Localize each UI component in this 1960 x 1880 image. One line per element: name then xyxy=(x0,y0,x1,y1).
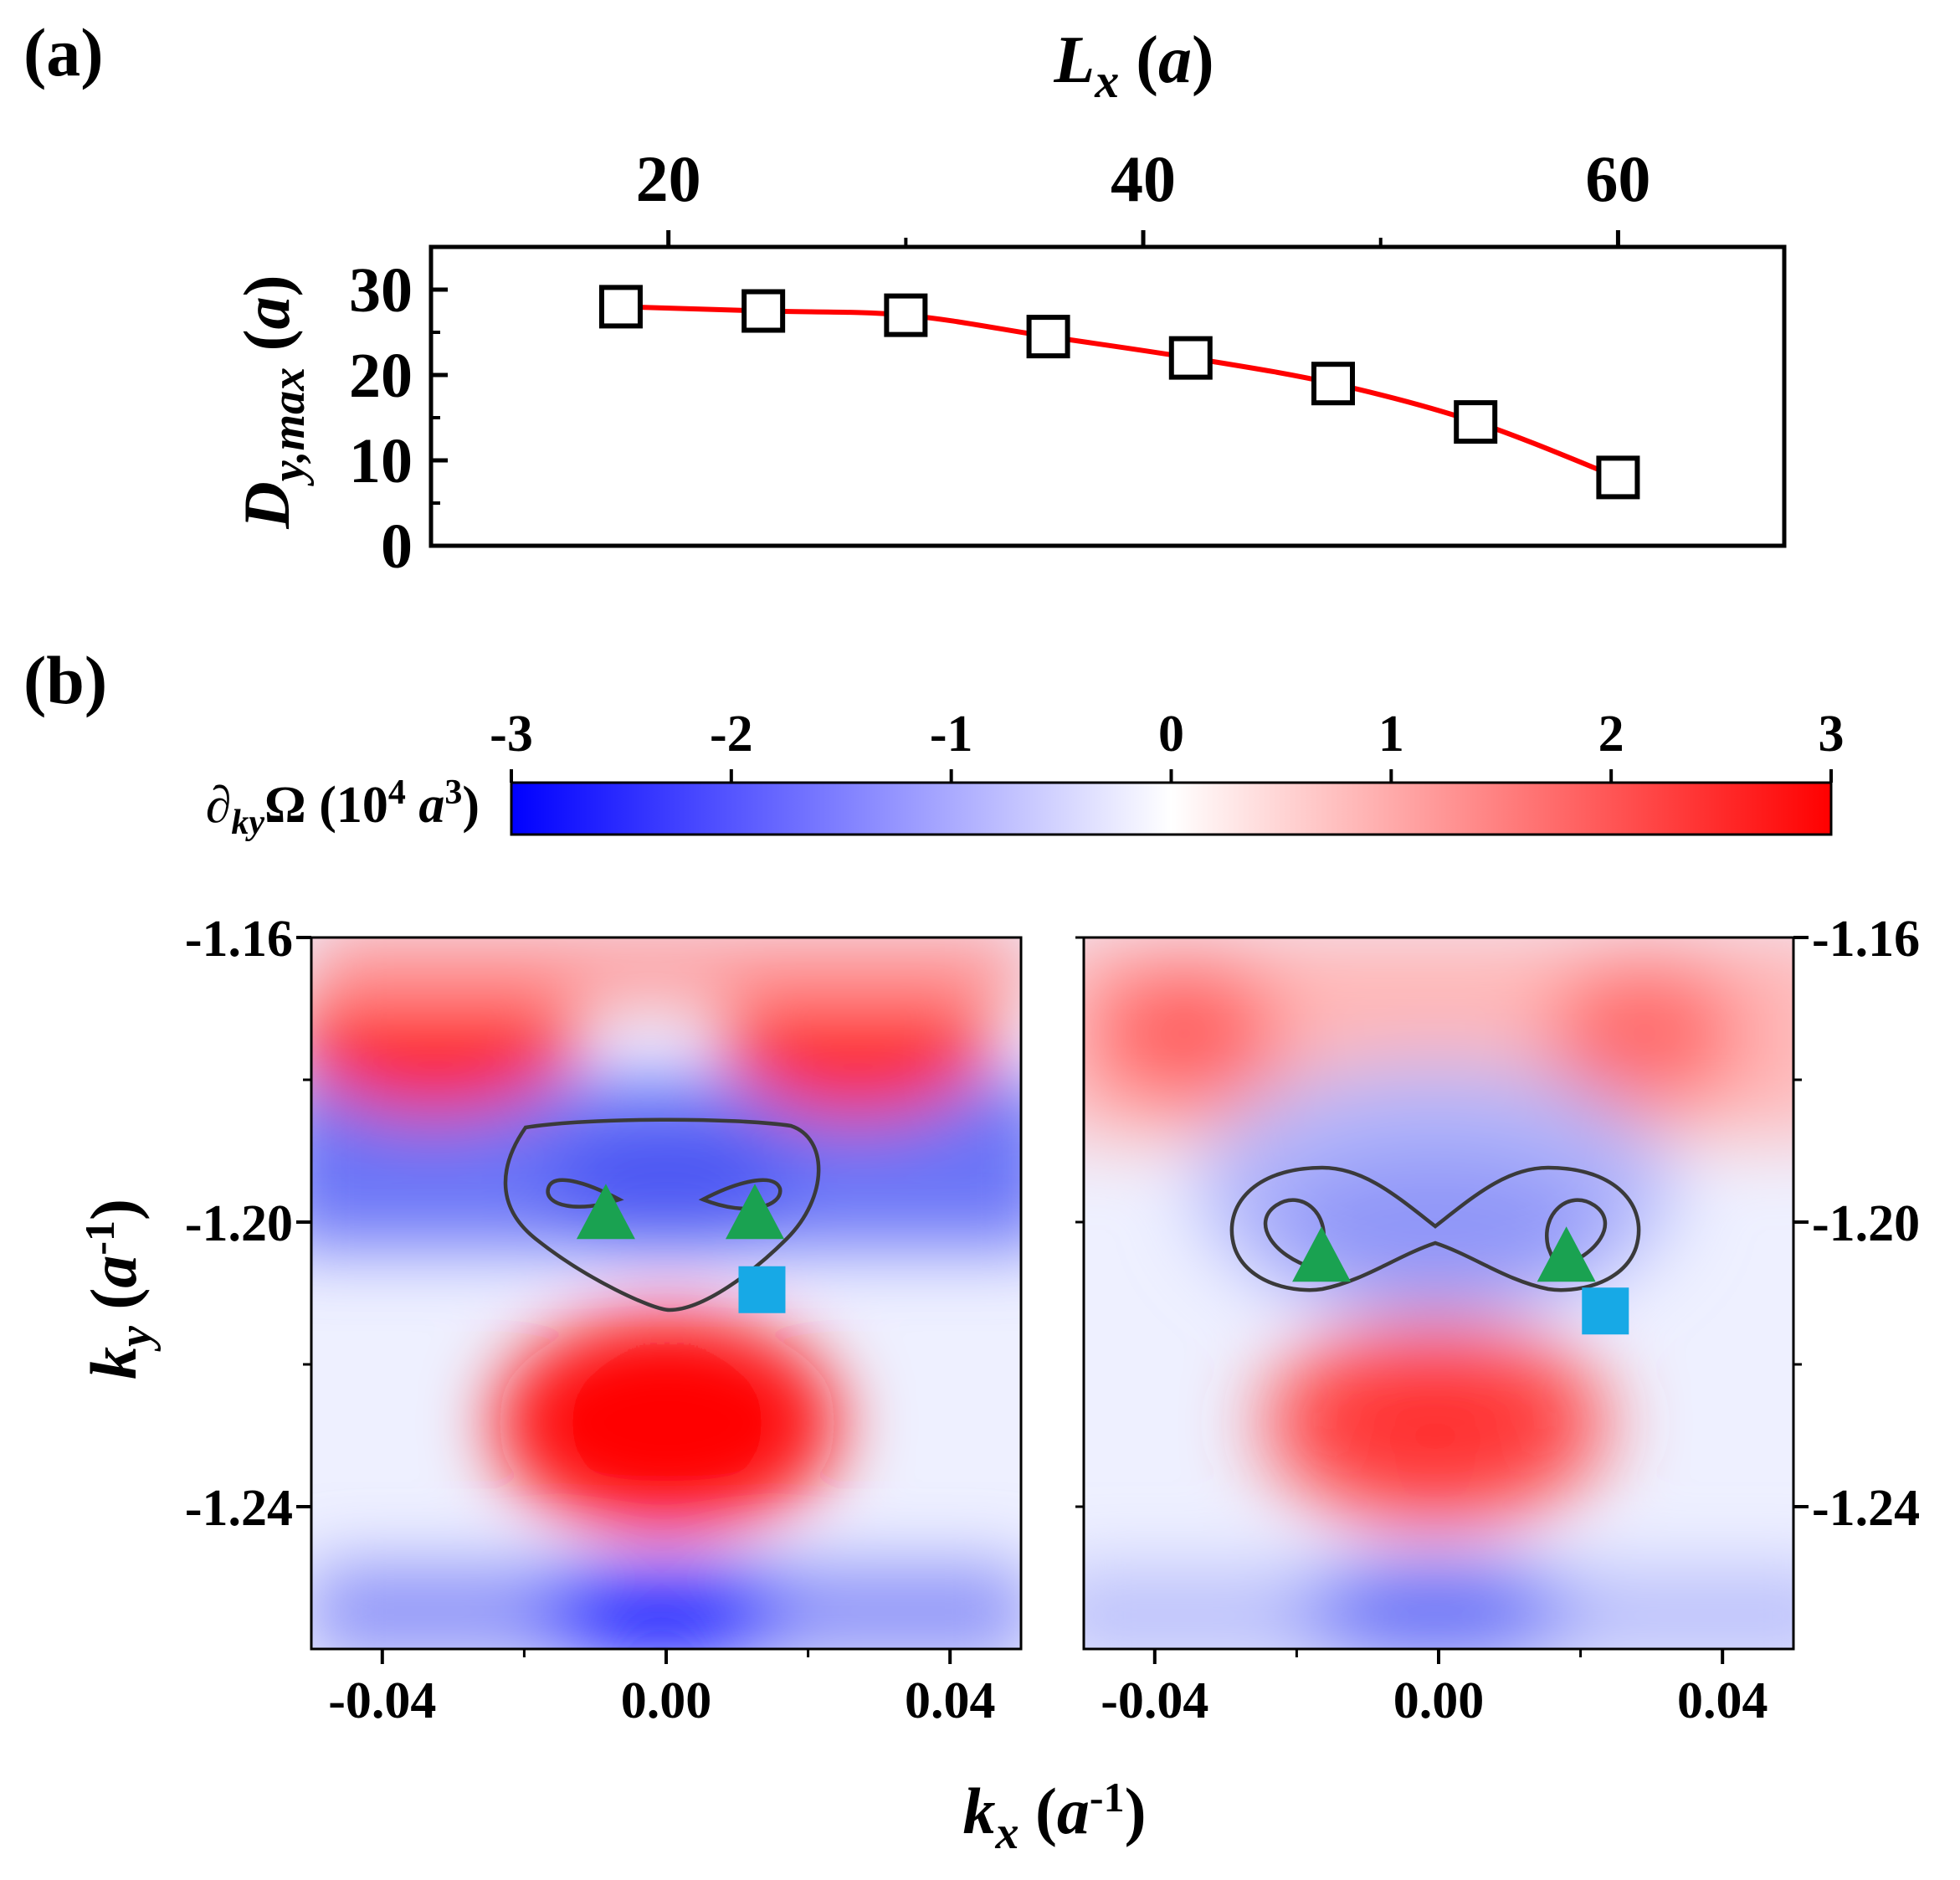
green-triangle-marker xyxy=(1537,1226,1596,1282)
panel-b-xlabel-pow: -1 xyxy=(1090,1774,1125,1821)
panel-b-xtick-label: 0.00 xyxy=(1393,1672,1485,1729)
panel-a-ylabel-var: a xyxy=(230,296,303,329)
panel-a-data-point xyxy=(598,285,643,329)
colorbar-label: ∂kyΩ (104 a3) xyxy=(206,773,480,842)
panel-a-data-point xyxy=(1168,336,1213,380)
green-triangle-marker xyxy=(726,1184,784,1240)
panel-a-data-point xyxy=(741,289,786,333)
panel-a-xtick-label: 40 xyxy=(1111,142,1176,215)
colorbar xyxy=(510,781,1833,836)
panel-a-ytick-label: 0 xyxy=(381,511,413,582)
panel-a-data-point xyxy=(1311,362,1355,406)
panel-b-ytick-label: -1.20 xyxy=(1812,1195,1920,1252)
panel-b-ytick-label: -1.16 xyxy=(185,911,293,968)
heatmap-left xyxy=(311,937,1021,1649)
green-triangle-marker xyxy=(1292,1226,1352,1282)
colorbar-label-rest: Ω (10 xyxy=(264,777,388,834)
panel-b-xlabel-close: ) xyxy=(1125,1775,1147,1847)
panel-b-ytick-label: -1.24 xyxy=(1812,1480,1920,1537)
markers-left xyxy=(576,1184,786,1313)
panel-b-xlabel-sub: x xyxy=(994,1807,1018,1859)
panel-a-data-point xyxy=(1596,455,1640,500)
panel-a-ylabel-sub: y,max xyxy=(263,367,315,486)
colorbar-tick-label: -3 xyxy=(490,706,533,763)
panel-b-label: (b) xyxy=(23,642,107,718)
panel-a-data-point xyxy=(884,293,928,337)
colorbar-tick-label: 3 xyxy=(1819,706,1845,763)
panel-b-xtick-label: 0.00 xyxy=(621,1672,712,1729)
colorbar-tick-label: 1 xyxy=(1378,706,1404,763)
panel-b-ytick-label: -1.20 xyxy=(185,1195,293,1252)
panel-a-ylabel-main: D xyxy=(230,481,303,529)
colorbar-label-unit: a xyxy=(406,777,445,834)
blue-square-marker xyxy=(1582,1287,1629,1335)
green-triangle-marker xyxy=(576,1184,635,1240)
panel-b-ylabel-pow: -1 xyxy=(76,1220,123,1256)
blue-square-marker xyxy=(738,1266,786,1313)
panel-a-label: (a) xyxy=(23,14,104,90)
panel-b-ytick-label: -1.16 xyxy=(1812,911,1920,968)
panel-b-xlabel-main: k xyxy=(962,1775,995,1847)
panel-a-xlabel-var: a xyxy=(1158,23,1192,97)
heatmap-right xyxy=(1084,937,1793,1649)
colorbar-tick-label: 0 xyxy=(1158,706,1184,763)
panel-b-ylabel-sub: y xyxy=(110,1325,162,1352)
panel-b-xtick-label: 0.04 xyxy=(905,1672,996,1729)
colorbar-label-symbol: ∂ xyxy=(206,777,232,834)
markers-right xyxy=(1292,1226,1629,1335)
panel-b-xlabel-open: ( xyxy=(1018,1775,1056,1847)
panel-a-yaxis-title: Dy,max (a) xyxy=(230,275,315,529)
colorbar-label-unit-pow: 3 xyxy=(444,773,462,812)
colorbar-tick-label: 2 xyxy=(1598,706,1624,763)
colorbar-label-sub: ky xyxy=(231,804,264,842)
panel-b-ylabel-close: ) xyxy=(77,1199,150,1220)
panel-a-xtick-label: 20 xyxy=(636,142,701,215)
colorbar-ticks: -3 -2 -1 0 1 2 3 xyxy=(490,706,1845,783)
panel-a-xtick-label: 60 xyxy=(1585,142,1650,215)
panel-b-ytick-label: -1.24 xyxy=(185,1480,293,1537)
colorbar-label-close: ) xyxy=(462,777,480,834)
panel-a-frame xyxy=(428,244,1787,548)
panel-a-xlabel-main: L xyxy=(1053,23,1095,97)
colorbar-tick-label: -2 xyxy=(710,706,753,763)
panel-b-ylabel-open: ( xyxy=(77,1288,150,1326)
panel-a-xlabel-sub: x xyxy=(1094,54,1119,108)
panel-a-ytick-label: 10 xyxy=(349,426,413,496)
panel-b-xtick-label: 0.04 xyxy=(1677,1672,1768,1729)
panel-a-xlabel-open: ( xyxy=(1119,23,1158,97)
panel-a-xlabel-close: ) xyxy=(1192,23,1214,97)
panel-a-ylabel-open: ( xyxy=(230,329,303,367)
panel-a-data-point xyxy=(1026,315,1070,359)
panel-b-xaxis-title: kx (a-1) xyxy=(962,1774,1146,1859)
panel-b-xtick-label: -0.04 xyxy=(328,1672,436,1729)
panel-b-ylabel-var: a xyxy=(77,1256,150,1288)
panel-a-xaxis-title: Lx (a) xyxy=(1053,23,1213,108)
panel-a-ytick-label: 20 xyxy=(349,341,413,411)
panel-a-axes: 20 40 60 0 10 20 30 xyxy=(349,142,1787,582)
panel-b-yaxis-title: ky (a-1) xyxy=(76,1199,162,1379)
panel-b-xtick-label: -0.04 xyxy=(1101,1672,1208,1729)
panel-b-ylabel-main: k xyxy=(77,1347,150,1379)
colorbar-tick-label: -1 xyxy=(930,706,973,763)
panel-a-ylabel-close: ) xyxy=(230,275,303,296)
panel-b-xlabel-var: a xyxy=(1057,1775,1090,1847)
colorbar-label-pow: 4 xyxy=(388,773,406,812)
panel-b-axes: -0.04 0.00 0.04 -1.16 -1.20 -1.24 -0.04 0.00 0.0… xyxy=(185,911,1920,1729)
panel-a-data-point xyxy=(1454,400,1498,444)
panel-a-ytick-label: 30 xyxy=(349,255,413,326)
